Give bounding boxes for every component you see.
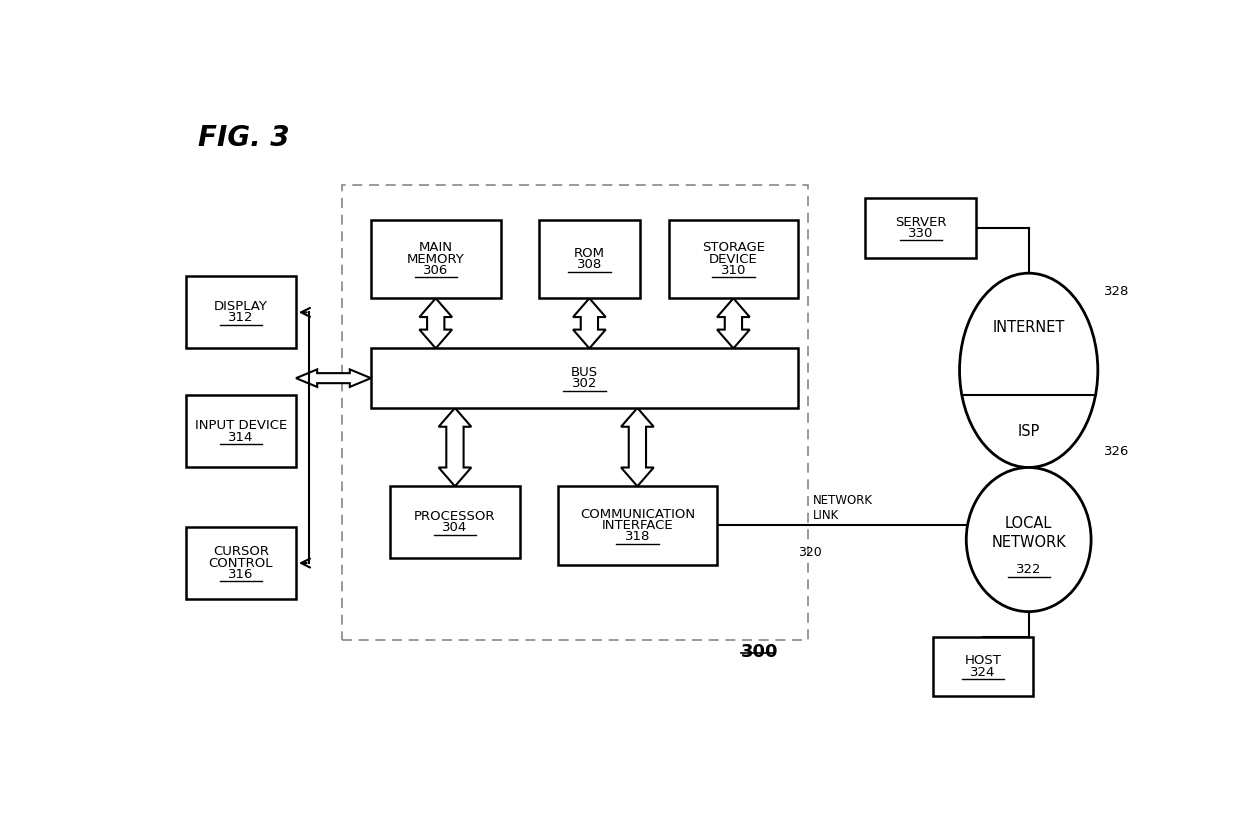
Text: 304: 304 — [442, 522, 467, 535]
Text: LOCAL: LOCAL — [1005, 516, 1052, 532]
Text: FIG. 3: FIG. 3 — [198, 125, 290, 152]
Text: 310: 310 — [721, 264, 746, 277]
Polygon shape — [296, 370, 370, 387]
Text: 318: 318 — [624, 530, 650, 543]
Text: SERVER: SERVER — [895, 216, 947, 229]
Text: 312: 312 — [228, 312, 254, 325]
Text: CURSOR: CURSOR — [213, 545, 269, 558]
Bar — [933, 637, 1033, 696]
Polygon shape — [574, 298, 606, 348]
Text: 306: 306 — [422, 264, 449, 277]
Polygon shape — [717, 298, 750, 348]
Text: NETWORK: NETWORK — [991, 535, 1066, 550]
Bar — [866, 198, 976, 257]
Bar — [186, 527, 296, 599]
Text: 330: 330 — [908, 227, 933, 240]
Text: PROCESSOR: PROCESSOR — [414, 510, 496, 523]
Text: MEMORY: MEMORY — [406, 252, 465, 265]
Text: INTERFACE: INTERFACE — [602, 519, 673, 532]
Text: 316: 316 — [228, 568, 254, 581]
Bar — [342, 186, 808, 640]
Text: 308: 308 — [576, 258, 602, 271]
Polygon shape — [439, 408, 471, 486]
Ellipse shape — [959, 274, 1098, 467]
Text: CONTROL: CONTROL — [208, 557, 273, 570]
Text: 300: 300 — [741, 643, 778, 661]
Text: ISP: ISP — [1017, 423, 1040, 439]
Text: 324: 324 — [970, 666, 996, 679]
Text: 302: 302 — [572, 378, 597, 390]
Text: 328: 328 — [1104, 286, 1129, 299]
Text: COMMUNICATION: COMMUNICATION — [580, 508, 695, 521]
Text: NETWORK
LINK: NETWORK LINK — [813, 494, 872, 523]
Bar — [669, 220, 798, 298]
Bar — [370, 348, 798, 408]
Text: ROM: ROM — [574, 247, 605, 260]
Text: MAIN: MAIN — [419, 241, 452, 254]
Bar — [370, 220, 501, 298]
Text: 314: 314 — [228, 431, 254, 444]
Text: INPUT DEVICE: INPUT DEVICE — [195, 419, 287, 432]
Text: HOST: HOST — [965, 654, 1001, 667]
Text: 320: 320 — [798, 546, 821, 559]
Text: DISPLAY: DISPLAY — [214, 300, 268, 313]
Polygon shape — [420, 298, 452, 348]
Text: BUS: BUS — [571, 366, 598, 379]
Ellipse shape — [966, 467, 1092, 611]
Text: DEVICE: DEVICE — [709, 252, 758, 265]
Bar — [539, 220, 639, 298]
Text: 322: 322 — [1016, 563, 1042, 576]
Bar — [186, 276, 296, 348]
Bar — [558, 486, 716, 565]
Text: INTERNET: INTERNET — [992, 320, 1064, 335]
Text: 326: 326 — [1104, 445, 1129, 458]
Bar — [390, 486, 520, 558]
Bar — [186, 396, 296, 467]
Text: STORAGE: STORAGE — [703, 241, 764, 254]
Polygon shape — [621, 408, 654, 486]
